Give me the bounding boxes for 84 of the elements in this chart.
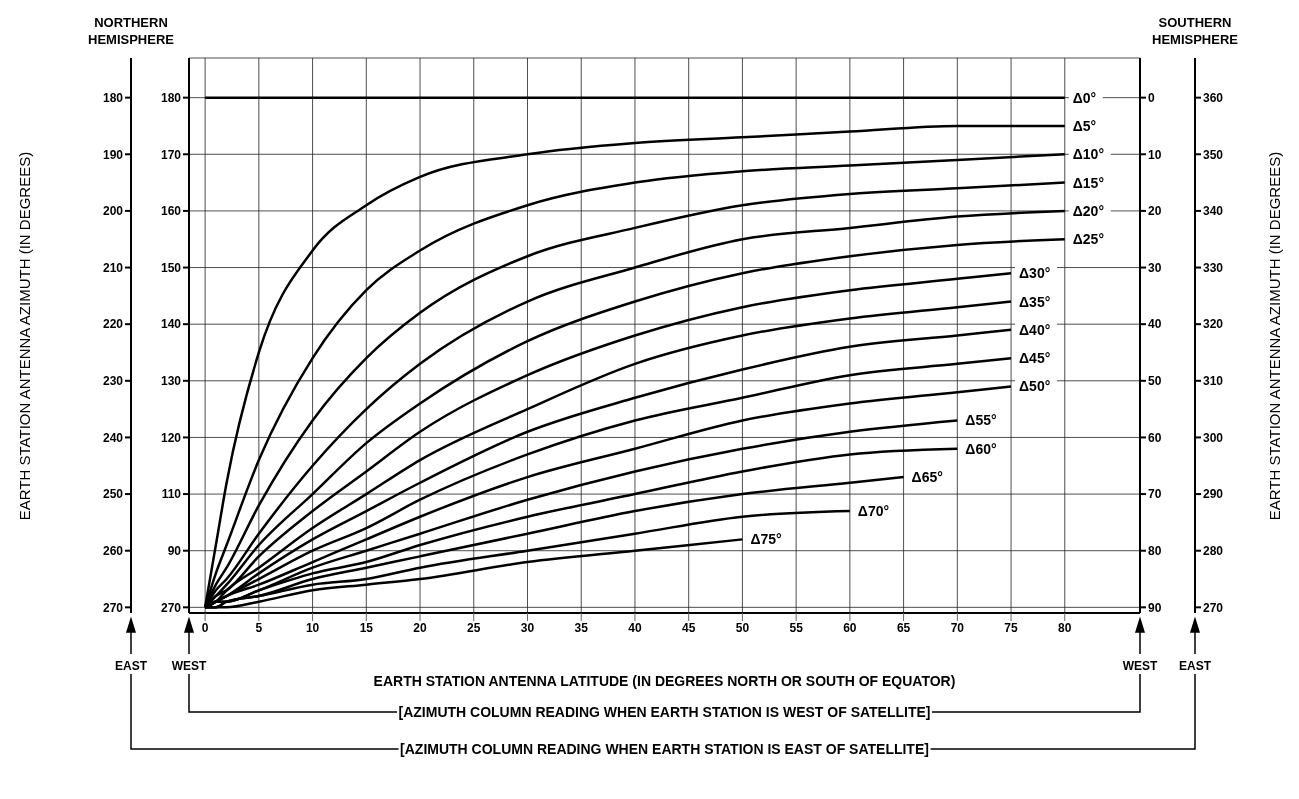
y3-tick-label: 60 (1148, 430, 1162, 445)
x-tick-label: 25 (467, 620, 481, 635)
y2-axis-title: EARTH STATION ANTENNA AZIMUTH (IN DEGREES) (1265, 151, 1283, 520)
text: SOUTHERN HEMISPHERE (1151, 14, 1239, 48)
text: 180 (160, 90, 182, 105)
x-tick-label: 40 (628, 620, 642, 635)
y-tick-label: 190 (102, 147, 124, 162)
x-tick-label: 60 (843, 620, 857, 635)
text: 110 (161, 487, 182, 502)
text: [AZIMUTH COLUMN READING WHEN EARTH STATION IS WEST OF SATELLITE] (396, 704, 933, 721)
y-tick-label: 200 (102, 204, 124, 219)
series-label: Δ40° (1019, 321, 1051, 338)
y-tick-label: 210 (102, 260, 124, 275)
x-tick-label: 55 (789, 620, 804, 635)
y-tick-label: 230 (102, 374, 124, 389)
series-label: Δ65° (911, 469, 943, 486)
y2-tick-label: 300 (1203, 430, 1224, 445)
y-tick-label: 270 (102, 600, 124, 615)
x-tick-label: 10 (305, 620, 320, 635)
series-label: Δ30° (1019, 265, 1051, 282)
text: 160 (160, 204, 182, 219)
text: 270 (160, 600, 182, 615)
y-axis-title: EARTH STATION ANTENNA AZIMUTH (IN DEGREES) (15, 151, 33, 520)
series-label: Δ25° (1072, 231, 1105, 248)
text: 150 (160, 260, 182, 275)
text: 120 (160, 430, 182, 445)
y-tick-label: 240 (102, 430, 124, 445)
series-label: Δ60° (965, 440, 997, 457)
series-label: Δ55° (965, 412, 997, 429)
y2-tick-label: 360 (1203, 90, 1224, 105)
y3-tick-label: 0 (1148, 90, 1155, 105)
text: WEST (171, 658, 207, 675)
text: [AZIMUTH COLUMN READING WHEN EARTH STATION IS EAST OF SATELLITE] (398, 741, 931, 758)
x-tick-label: 70 (950, 620, 965, 635)
x-tick-label: 35 (574, 620, 589, 635)
x-tick-label: 45 (682, 620, 696, 635)
text: 170 (160, 147, 182, 162)
x-tick-label: 65 (896, 620, 911, 635)
y3-tick-label: 70 (1148, 487, 1162, 502)
text: EAST (114, 658, 148, 675)
y2-tick-label: 320 (1203, 317, 1224, 332)
y3-tick-label: 90 (1148, 600, 1162, 615)
text: NORTHERN HEMISPHERE (87, 14, 175, 48)
x-tick-label: 20 (413, 620, 428, 635)
y2-tick-label: 340 (1203, 204, 1224, 219)
x-tick-label: 80 (1058, 620, 1072, 635)
text: EAST (1178, 658, 1212, 675)
text: WEST (1122, 658, 1158, 675)
series-label: Δ75° (750, 531, 782, 548)
series-label: Δ20° (1072, 202, 1105, 219)
y3-tick-label: 10 (1148, 147, 1162, 162)
series-label: Δ0° (1072, 89, 1097, 106)
series-label: Δ35° (1019, 293, 1051, 310)
y3-tick-label: 80 (1148, 543, 1162, 558)
y3-tick-label: 20 (1148, 204, 1162, 219)
x-tick-label: 30 (520, 620, 535, 635)
text: 130 (160, 374, 182, 389)
y-tick-label: 220 (102, 317, 124, 332)
x-tick-label: 50 (735, 620, 750, 635)
y-tick-label: 180 (102, 90, 124, 105)
series-label: Δ5° (1072, 117, 1097, 134)
series-label: Δ10° (1072, 146, 1105, 163)
y-tick-label: 250 (102, 487, 124, 502)
x-axis-title: EARTH STATION ANTENNA LATITUDE (IN DEGREES NORTH OR SOUTH OF EQUATOR) (373, 673, 956, 689)
y-tick-label: 260 (102, 543, 124, 558)
y3-tick-label: 50 (1148, 374, 1162, 389)
y2-tick-label: 270 (1203, 600, 1224, 615)
text: 140 (160, 317, 182, 332)
y2-tick-label: 330 (1203, 260, 1224, 275)
text: 90 (167, 543, 182, 558)
series-label: Δ70° (857, 503, 890, 520)
x-tick-label: 0 (201, 620, 209, 635)
y3-tick-label: 40 (1148, 317, 1162, 332)
series-label: Δ50° (1019, 378, 1051, 395)
y2-tick-label: 280 (1203, 543, 1224, 558)
x-tick-label: 15 (359, 620, 374, 635)
series-label: Δ15° (1072, 174, 1105, 191)
x-tick-label: 75 (1004, 620, 1019, 635)
y2-tick-label: 350 (1203, 147, 1224, 162)
y2-tick-label: 310 (1203, 374, 1224, 389)
x-tick-label: 5 (255, 620, 263, 635)
series-label: Δ45° (1019, 350, 1051, 367)
y3-tick-label: 30 (1148, 260, 1162, 275)
y2-tick-label: 290 (1203, 487, 1224, 502)
